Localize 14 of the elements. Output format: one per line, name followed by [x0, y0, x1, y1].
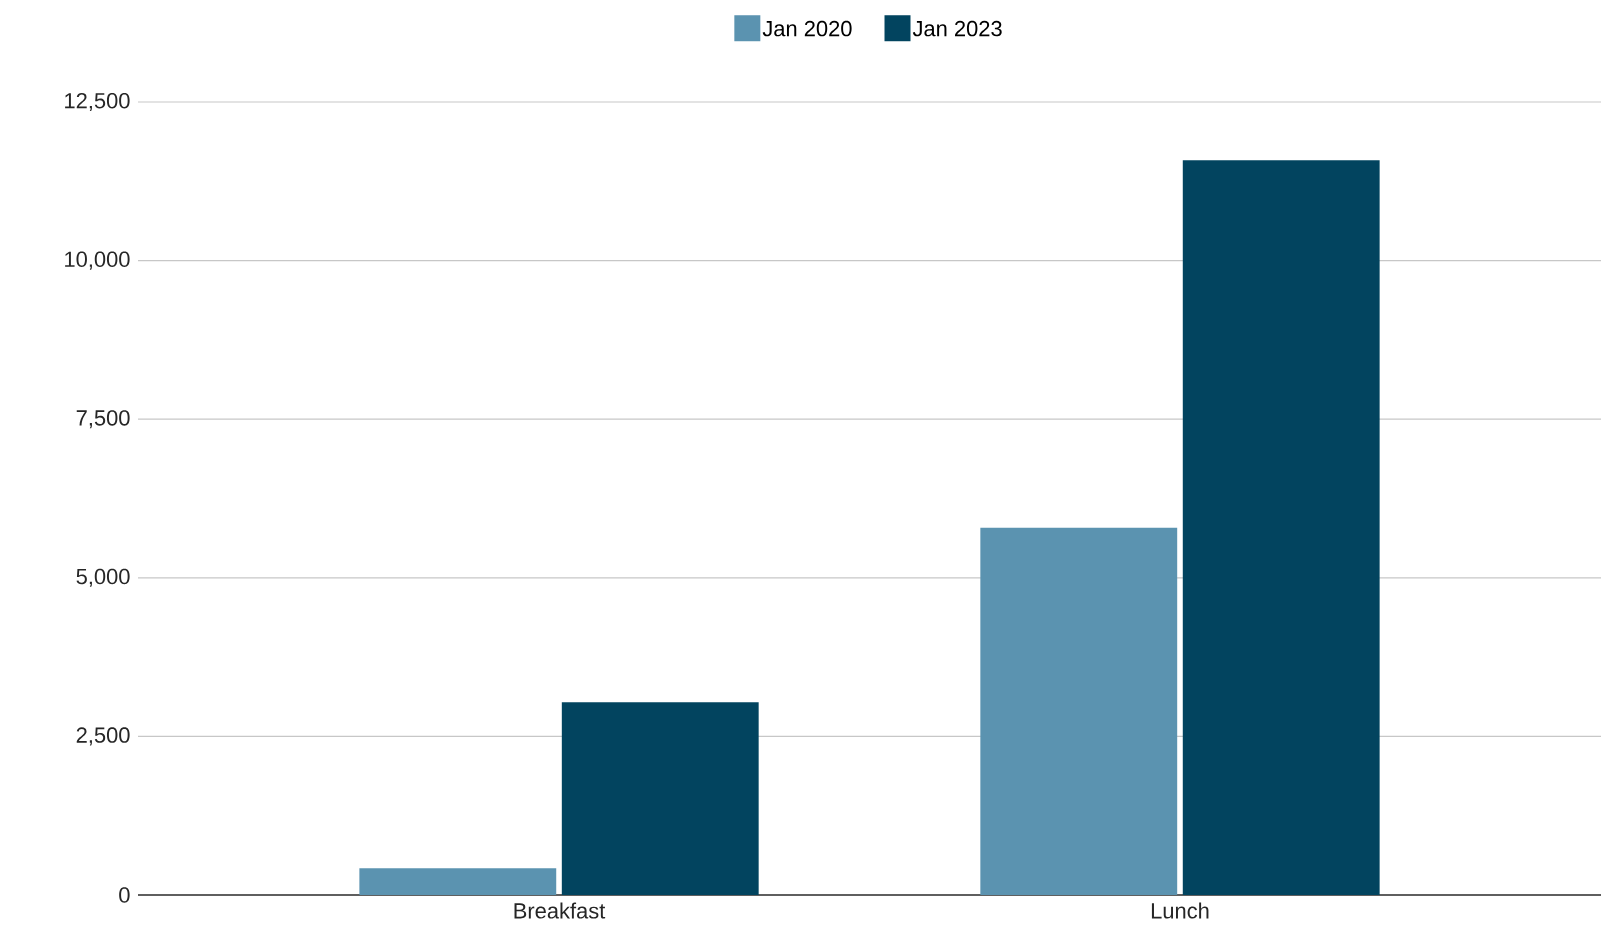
y-tick-label: 10,000	[65, 251, 130, 270]
bar	[359, 868, 557, 895]
y-tick-label: 7,500	[76, 410, 130, 429]
y-tick-label: 5,000	[76, 568, 130, 587]
y-tick-label: 12,500	[65, 92, 130, 112]
bar	[561, 702, 759, 895]
y-tick-label: 0	[119, 887, 130, 903]
bar	[980, 527, 1178, 895]
y-tick-label: 2,500	[76, 727, 130, 746]
legend-label: Jan 2023	[912, 20, 1002, 37]
bar	[1182, 160, 1380, 895]
legend-label: Jan 2020	[762, 20, 852, 37]
x-tick-label: Breakfast	[514, 902, 606, 919]
x-tick-label: Lunch	[1151, 902, 1209, 919]
